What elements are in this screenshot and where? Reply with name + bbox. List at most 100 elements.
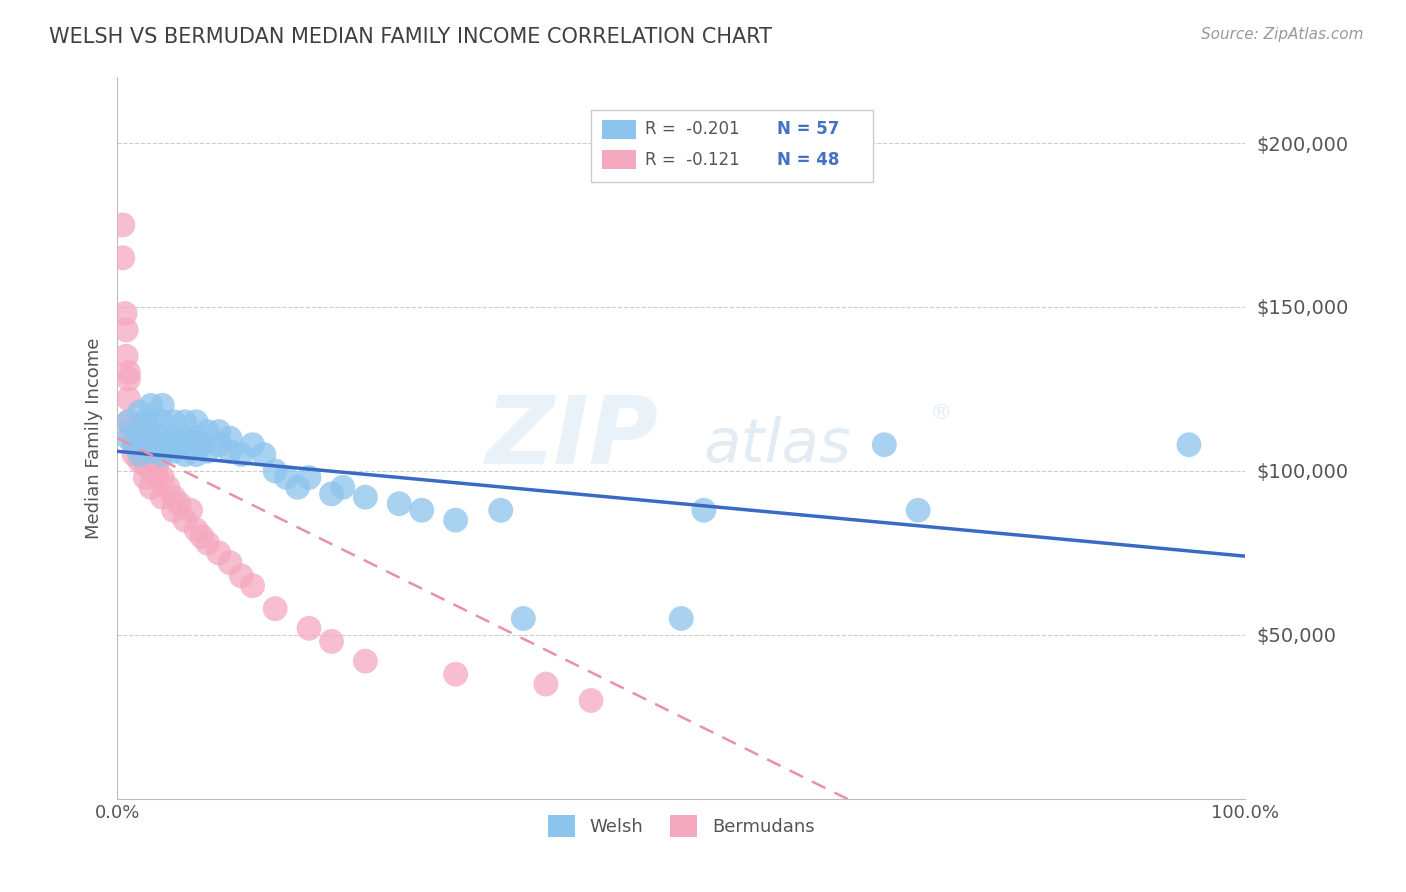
- Point: [186, 415, 208, 429]
- Point: [145, 470, 167, 484]
- Point: [197, 444, 219, 458]
- Point: [139, 431, 162, 445]
- Point: [134, 458, 156, 472]
- Point: [579, 693, 602, 707]
- Point: [167, 438, 190, 452]
- Point: [162, 415, 184, 429]
- Point: [907, 503, 929, 517]
- Point: [186, 523, 208, 537]
- Point: [115, 323, 138, 337]
- FancyBboxPatch shape: [591, 110, 873, 182]
- Point: [139, 464, 162, 478]
- Point: [150, 470, 173, 484]
- Point: [444, 667, 467, 681]
- Point: [197, 536, 219, 550]
- Point: [287, 480, 309, 494]
- Point: [534, 677, 557, 691]
- Point: [162, 490, 184, 504]
- Point: [122, 448, 145, 462]
- Point: [512, 611, 534, 625]
- Point: [128, 431, 150, 445]
- Text: Source: ZipAtlas.com: Source: ZipAtlas.com: [1201, 27, 1364, 42]
- Legend: Welsh, Bermudans: Welsh, Bermudans: [541, 807, 821, 844]
- Point: [873, 438, 896, 452]
- Point: [114, 306, 136, 320]
- Point: [122, 438, 145, 452]
- Point: [276, 470, 298, 484]
- Point: [128, 431, 150, 445]
- Point: [117, 372, 139, 386]
- Point: [197, 425, 219, 439]
- Point: [242, 438, 264, 452]
- Point: [139, 480, 162, 494]
- Point: [186, 448, 208, 462]
- Point: [145, 438, 167, 452]
- Point: [139, 448, 162, 462]
- Point: [671, 611, 693, 625]
- Point: [139, 398, 162, 412]
- Point: [231, 569, 253, 583]
- Point: [186, 431, 208, 445]
- Point: [150, 490, 173, 504]
- Point: [139, 444, 162, 458]
- Point: [134, 438, 156, 452]
- Point: [162, 444, 184, 458]
- Point: [321, 487, 343, 501]
- Point: [134, 415, 156, 429]
- Point: [180, 438, 202, 452]
- Point: [120, 425, 142, 439]
- Point: [332, 480, 354, 494]
- Point: [1178, 438, 1201, 452]
- Point: [162, 431, 184, 445]
- Point: [115, 349, 138, 363]
- Point: [111, 218, 134, 232]
- Point: [134, 470, 156, 484]
- Text: atlas: atlas: [704, 416, 852, 475]
- Point: [173, 431, 195, 445]
- Point: [298, 470, 321, 484]
- Point: [242, 579, 264, 593]
- Point: [127, 438, 149, 452]
- Point: [321, 634, 343, 648]
- Point: [150, 448, 173, 462]
- Point: [298, 621, 321, 635]
- Point: [156, 438, 179, 452]
- Point: [117, 431, 139, 445]
- Point: [117, 415, 139, 429]
- Point: [117, 366, 139, 380]
- Point: [122, 438, 145, 452]
- Point: [139, 415, 162, 429]
- Point: [191, 438, 214, 452]
- Point: [208, 546, 231, 560]
- Point: [354, 490, 377, 504]
- Point: [117, 392, 139, 406]
- Point: [191, 529, 214, 543]
- Point: [122, 425, 145, 439]
- Point: [388, 497, 411, 511]
- Point: [150, 398, 173, 412]
- Point: [150, 431, 173, 445]
- Point: [231, 448, 253, 462]
- Text: N = 57: N = 57: [778, 120, 839, 138]
- Point: [208, 425, 231, 439]
- Point: [180, 503, 202, 517]
- Point: [145, 458, 167, 472]
- Point: [162, 503, 184, 517]
- Y-axis label: Median Family Income: Median Family Income: [86, 337, 103, 539]
- Point: [411, 503, 433, 517]
- Point: [167, 497, 190, 511]
- Point: [264, 601, 287, 615]
- Point: [354, 654, 377, 668]
- Point: [489, 503, 512, 517]
- Point: [128, 448, 150, 462]
- Text: ®: ®: [929, 403, 952, 423]
- Point: [156, 480, 179, 494]
- Point: [173, 513, 195, 527]
- Text: R =  -0.121: R = -0.121: [645, 151, 740, 169]
- Point: [264, 464, 287, 478]
- Point: [219, 431, 242, 445]
- Point: [150, 415, 173, 429]
- Text: R =  -0.201: R = -0.201: [645, 120, 740, 138]
- Point: [173, 415, 195, 429]
- Point: [134, 444, 156, 458]
